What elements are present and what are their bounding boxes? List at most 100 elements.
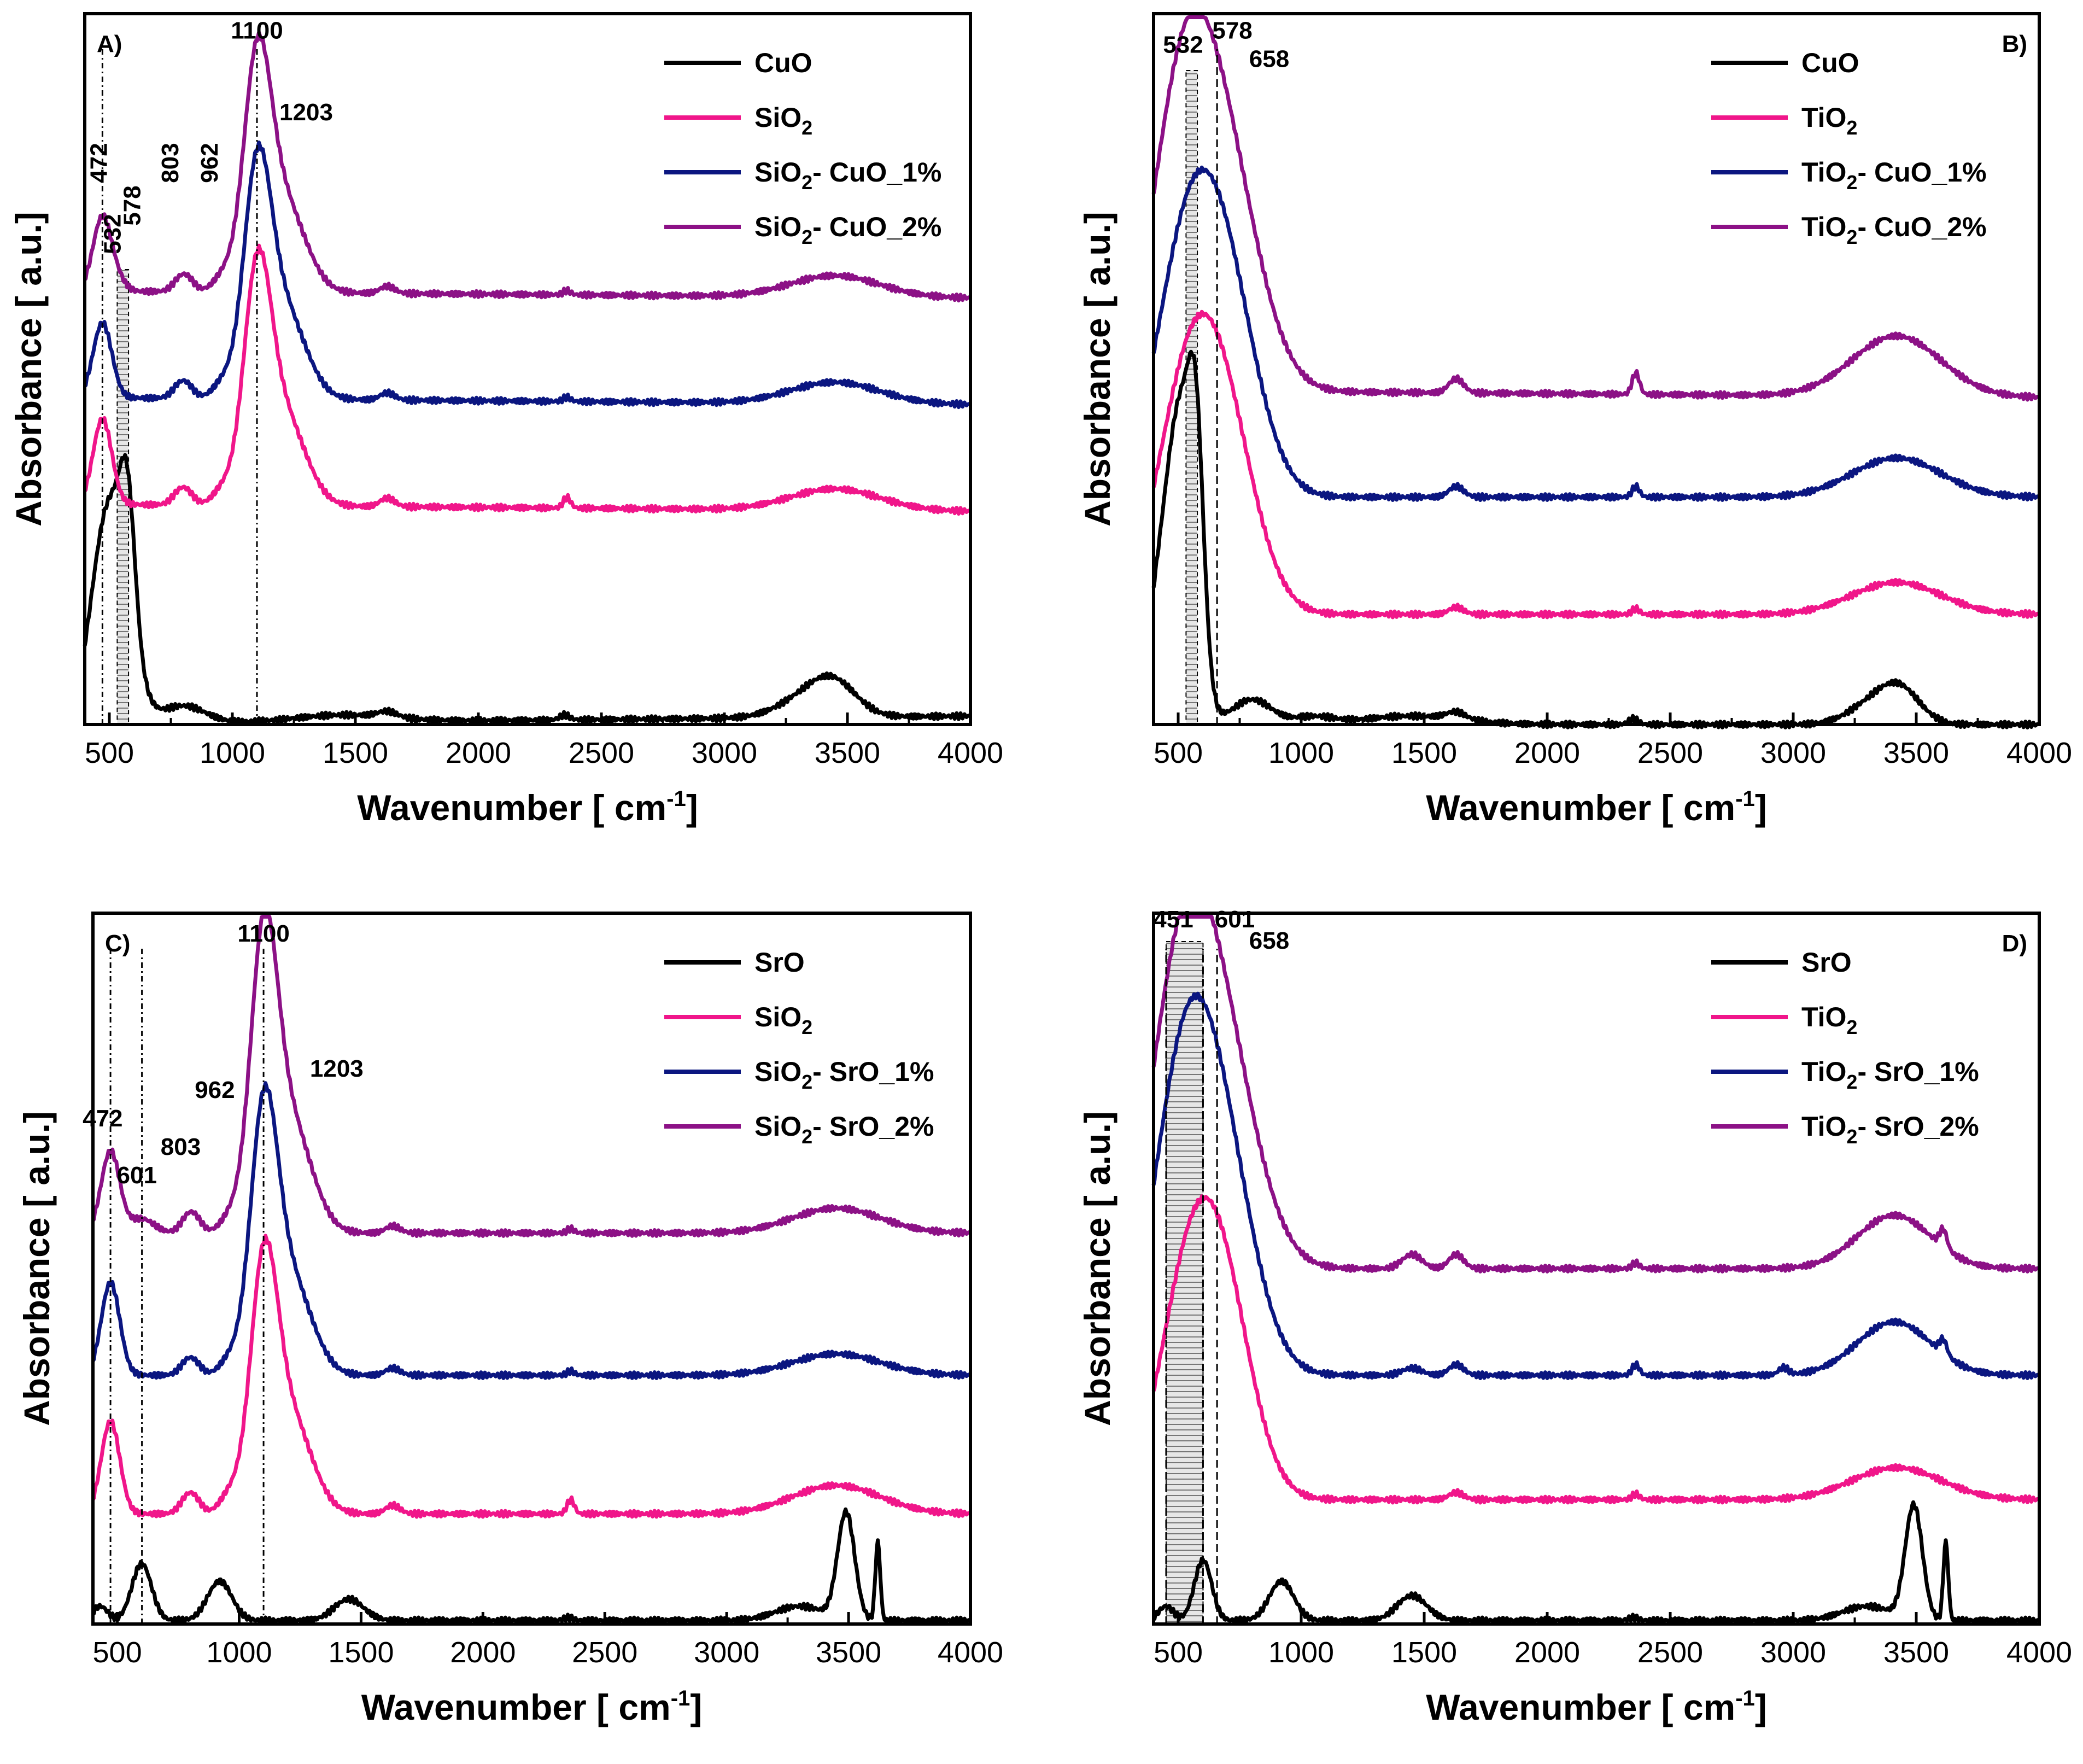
x-axis-title-main: Wavenumber [ cm (1426, 787, 1735, 828)
legend-entry: SiO2- CuO_1% (754, 157, 941, 194)
x-axis-title: Wavenumber [ cm-1] (357, 787, 698, 828)
x-axis-title-sup: -1 (671, 1686, 691, 1710)
x-tick-label: 1500 (323, 737, 388, 769)
series-line-tio2-sro-1- (1151, 991, 2040, 1380)
x-tick-label: 3500 (1883, 737, 1949, 769)
y-axis-title: Absorbance [ a.u.] (16, 1111, 57, 1426)
plot-frame (91, 912, 972, 1626)
x-tick-label: 2000 (1514, 1636, 1580, 1669)
legend-entry: SrO (1801, 947, 1852, 978)
legend-entry: SrO (754, 947, 805, 978)
panel-c: 500 1000 1500 2000 2500 3000 3500 4000 Wavenumbe… (16, 912, 1003, 1727)
legend-entry: TiO2- SrO_1% (1801, 1056, 1979, 1093)
x-axis-title-main: Wavenumber [ cm (357, 787, 666, 828)
x-tick-label: 4000 (2006, 737, 2072, 769)
x-tick-label: 2500 (569, 737, 634, 769)
x-axis-title: Wavenumber [ cm-1] (1426, 787, 1767, 828)
x-tick-label: 2500 (1637, 737, 1703, 769)
x-axis-title: Wavenumber [ cm-1] (361, 1686, 703, 1727)
peak-annotation: 472 (86, 143, 113, 183)
x-tick-label: 500 (1154, 1636, 1203, 1669)
panel-label: A) (97, 31, 122, 57)
peak-annotation: 451 (1153, 906, 1193, 933)
series-line-tio2 (1151, 1194, 2040, 1505)
x-tick-label: 1000 (206, 1636, 272, 1669)
x-axis-title-end: ] (686, 787, 698, 828)
y-axis-title: Absorbance [ a.u.] (8, 212, 49, 527)
x-tick-label: 1000 (200, 737, 265, 769)
x-axis-title-main: Wavenumber [ cm (361, 1687, 671, 1727)
series-line-sio2 (83, 243, 972, 516)
x-axis-title-end: ] (690, 1687, 702, 1727)
x-tick-label: 500 (85, 737, 134, 769)
x-tick-label: 500 (1154, 737, 1203, 769)
series-line-cuo (1151, 349, 2040, 729)
panel-label: C) (105, 930, 130, 957)
peak-annotation: 578 (1212, 17, 1252, 44)
series-line-sro (92, 1507, 972, 1626)
x-tick-label: 1000 (1268, 1636, 1334, 1669)
legend-entry: SiO2- SrO_2% (754, 1111, 934, 1148)
x-tick-label: 2500 (572, 1636, 637, 1669)
peak-annotation: 1203 (310, 1055, 364, 1082)
legend-entry: SiO2 (754, 1002, 812, 1038)
x-axis-title-main: Wavenumber [ cm (1426, 1687, 1735, 1727)
x-tick-label: 2000 (450, 1636, 516, 1669)
legend-entry: CuO (754, 48, 812, 78)
series-line-tio2 (1151, 309, 2040, 620)
peak-annotation: 601 (117, 1162, 157, 1189)
x-tick-label: 1500 (328, 1636, 394, 1669)
legend-entry: CuO (1801, 48, 1859, 78)
x-tick-label: 3000 (1760, 737, 1826, 769)
legend-entry: TiO2- CuO_2% (1801, 212, 1987, 248)
panel-d: 500 1000 1500 2000 2500 3000 3500 4000 Wavenumbe… (1077, 906, 2072, 1727)
x-tick-label: 2500 (1637, 1636, 1703, 1669)
series-line-sro (1152, 1500, 2040, 1626)
panel-label: B) (2002, 31, 2027, 57)
x-tick-label: 1000 (1268, 737, 1334, 769)
peak-annotation: 803 (157, 143, 184, 183)
peak-annotation: 472 (83, 1105, 122, 1132)
peak-annotation: 803 (161, 1134, 201, 1160)
y-axis-title: Absorbance [ a.u.] (1077, 1111, 1117, 1426)
x-tick-label: 4000 (938, 1636, 1003, 1669)
peak-annotation: 962 (195, 1077, 235, 1103)
x-tick-label: 3500 (816, 1636, 881, 1669)
peak-annotation: 578 (119, 185, 145, 225)
x-axis-title-sup: -1 (1735, 787, 1755, 811)
x-tick-label: 1500 (1391, 1636, 1457, 1669)
x-axis-title-sup: -1 (1735, 1686, 1755, 1710)
series-line-sio2-cuo-1- (83, 141, 972, 410)
legend-entry: SiO2- SrO_1% (754, 1056, 934, 1093)
peak-annotation: 532 (99, 214, 126, 254)
x-tick-label: 3000 (692, 737, 757, 769)
peak-annotation: 601 (1215, 906, 1255, 933)
legend-entry: TiO2- CuO_1% (1801, 157, 1987, 194)
hatched-band (1185, 70, 1198, 725)
plot-frame (1152, 912, 2041, 1626)
x-tick-label: 1500 (1391, 737, 1457, 769)
panel-a: 500 1000 1500 2000 2500 3000 3500 4000 Wavenumbe… (8, 12, 1003, 828)
legend-entry: SiO2- CuO_2% (754, 212, 941, 248)
plot-frame (83, 12, 972, 726)
peak-annotation: 1100 (237, 920, 289, 947)
series-line-sio2-sro-1- (91, 1081, 972, 1380)
legend-entry: TiO2 (1801, 1002, 1857, 1038)
x-tick-label: 2000 (1514, 737, 1580, 769)
series-line-sio2 (91, 1234, 972, 1519)
x-tick-label: 2000 (446, 737, 511, 769)
x-axis-title: Wavenumber [ cm-1] (1426, 1686, 1767, 1727)
x-axis-title-end: ] (1755, 787, 1767, 828)
x-tick-label: 3000 (694, 1636, 759, 1669)
legend-entry: SiO2 (754, 102, 812, 139)
x-tick-label: 500 (93, 1636, 142, 1669)
series-line-tio2-cuo-2- (1151, 15, 2040, 402)
peak-annotation: 962 (196, 143, 223, 183)
x-tick-label: 3000 (1760, 1636, 1826, 1669)
series-line-sio2-sro-2- (91, 915, 972, 1238)
series-line-tio2-sro-2- (1151, 915, 2040, 1274)
x-tick-label: 3500 (815, 737, 880, 769)
series-line-cuo (83, 453, 972, 726)
x-axis-title-sup: -1 (666, 787, 686, 811)
